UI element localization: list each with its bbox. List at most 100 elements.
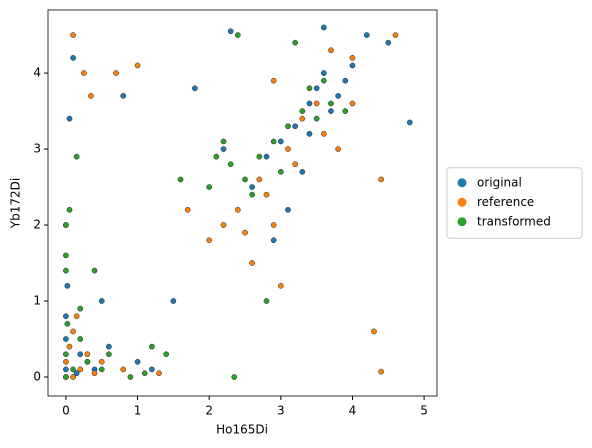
point bbox=[234, 206, 241, 213]
point bbox=[63, 313, 69, 320]
point bbox=[328, 100, 334, 107]
point bbox=[299, 115, 306, 122]
point bbox=[299, 108, 306, 114]
point bbox=[66, 115, 73, 122]
point bbox=[385, 39, 392, 46]
point bbox=[106, 343, 112, 350]
point bbox=[70, 32, 76, 38]
point bbox=[73, 313, 80, 320]
point bbox=[88, 93, 94, 99]
point bbox=[335, 93, 341, 99]
point bbox=[63, 336, 69, 342]
point bbox=[277, 138, 284, 145]
point bbox=[77, 351, 84, 358]
point bbox=[320, 77, 327, 84]
point bbox=[63, 267, 69, 274]
point bbox=[320, 70, 327, 76]
point bbox=[220, 222, 227, 228]
point bbox=[242, 229, 248, 236]
point bbox=[363, 32, 370, 38]
y-axis-label: Yb172Di bbox=[9, 178, 23, 229]
legend-label: original bbox=[477, 175, 522, 189]
point bbox=[98, 298, 105, 304]
point bbox=[98, 358, 105, 365]
point bbox=[73, 370, 80, 377]
x-tick-label: 1 bbox=[134, 404, 142, 418]
point bbox=[349, 55, 356, 61]
point bbox=[249, 184, 256, 190]
legend-label: reference bbox=[477, 195, 534, 209]
point bbox=[392, 32, 399, 38]
point bbox=[349, 62, 356, 69]
point bbox=[84, 358, 91, 365]
point bbox=[63, 374, 69, 380]
x-axis-label: Ho165Di bbox=[216, 423, 268, 437]
point bbox=[184, 206, 191, 213]
legend-marker bbox=[457, 217, 467, 227]
point bbox=[77, 305, 84, 312]
point bbox=[306, 131, 313, 137]
point bbox=[192, 85, 198, 92]
point bbox=[335, 146, 341, 152]
point bbox=[220, 138, 227, 145]
y-tick-label: 3 bbox=[33, 142, 41, 156]
point bbox=[141, 370, 148, 377]
point bbox=[256, 176, 263, 183]
point bbox=[206, 184, 213, 190]
point bbox=[270, 237, 277, 244]
point bbox=[213, 153, 220, 160]
point bbox=[242, 176, 248, 183]
point bbox=[328, 47, 334, 54]
point bbox=[113, 70, 119, 76]
point bbox=[63, 222, 69, 228]
point bbox=[292, 123, 299, 130]
point bbox=[299, 168, 306, 175]
point bbox=[70, 366, 76, 373]
point bbox=[378, 368, 384, 375]
point bbox=[406, 119, 413, 126]
point bbox=[63, 351, 69, 358]
point bbox=[342, 108, 349, 114]
point bbox=[134, 62, 141, 69]
point bbox=[73, 153, 80, 160]
point bbox=[77, 336, 84, 342]
point bbox=[63, 252, 69, 259]
point bbox=[149, 366, 155, 373]
point bbox=[91, 370, 98, 377]
legend-box bbox=[446, 167, 583, 239]
y-tick-label: 4 bbox=[33, 66, 41, 80]
point bbox=[249, 191, 256, 198]
point bbox=[342, 77, 349, 84]
x-tick-label: 4 bbox=[349, 404, 357, 418]
point bbox=[70, 328, 76, 335]
point bbox=[80, 70, 87, 76]
y-tick-label: 2 bbox=[33, 218, 41, 232]
point bbox=[134, 358, 141, 365]
point bbox=[66, 343, 73, 350]
point bbox=[66, 206, 73, 213]
point bbox=[285, 146, 291, 152]
point bbox=[270, 222, 277, 228]
point bbox=[120, 93, 127, 99]
point bbox=[98, 366, 105, 373]
point bbox=[91, 267, 98, 274]
point bbox=[263, 191, 270, 198]
legend-marker bbox=[457, 197, 467, 207]
point bbox=[320, 131, 327, 137]
x-tick-label: 0 bbox=[62, 404, 70, 418]
point bbox=[277, 168, 284, 175]
point bbox=[349, 100, 356, 107]
y-tick-label: 1 bbox=[33, 294, 41, 308]
point bbox=[378, 176, 384, 183]
point bbox=[70, 374, 76, 380]
point bbox=[70, 55, 76, 61]
point bbox=[106, 351, 112, 358]
point bbox=[277, 282, 284, 289]
point bbox=[285, 206, 291, 213]
point bbox=[313, 85, 320, 92]
legend-marker bbox=[457, 178, 467, 188]
point bbox=[313, 115, 320, 122]
point bbox=[313, 100, 320, 107]
